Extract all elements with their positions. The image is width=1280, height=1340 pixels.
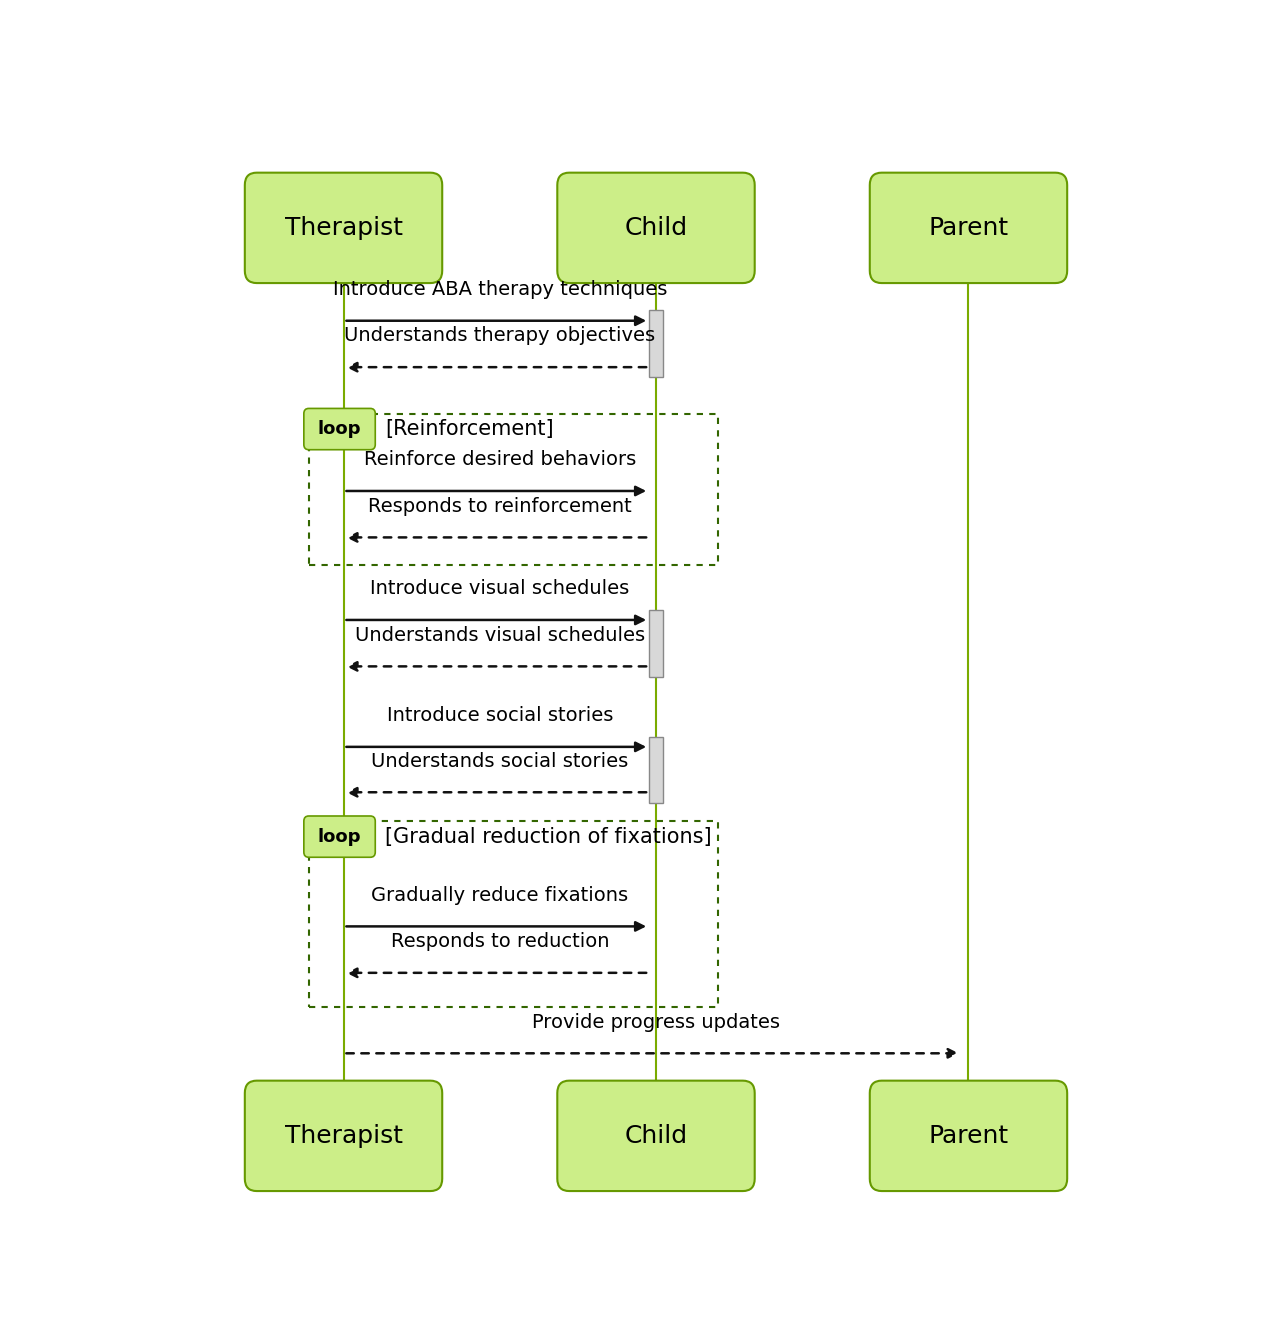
Text: Understands visual schedules: Understands visual schedules [355, 626, 645, 645]
FancyBboxPatch shape [244, 173, 442, 283]
Text: loop: loop [317, 419, 361, 438]
Text: Therapist: Therapist [284, 1124, 402, 1148]
Text: Understands social stories: Understands social stories [371, 752, 628, 770]
Text: Introduce ABA therapy techniques: Introduce ABA therapy techniques [333, 280, 667, 299]
Text: Introduce social stories: Introduce social stories [387, 706, 613, 725]
FancyBboxPatch shape [557, 1080, 755, 1191]
FancyBboxPatch shape [303, 816, 375, 858]
Text: Introduce visual schedules: Introduce visual schedules [370, 579, 630, 598]
Text: Parent: Parent [928, 216, 1009, 240]
Text: Provide progress updates: Provide progress updates [532, 1013, 780, 1032]
Text: [Reinforcement]: [Reinforcement] [385, 419, 554, 440]
Bar [649, 737, 663, 803]
Text: Child: Child [625, 216, 687, 240]
Text: Responds to reinforcement: Responds to reinforcement [367, 497, 631, 516]
Text: Child: Child [625, 1124, 687, 1148]
Bar [308, 821, 718, 1006]
Bar [308, 414, 718, 565]
Text: Gradually reduce fixations: Gradually reduce fixations [371, 886, 628, 904]
Text: [Gradual reduction of fixations]: [Gradual reduction of fixations] [385, 827, 712, 847]
Text: Reinforce desired behaviors: Reinforce desired behaviors [364, 450, 636, 469]
Bar [649, 311, 663, 378]
Text: Responds to reduction: Responds to reduction [390, 933, 609, 951]
FancyBboxPatch shape [870, 173, 1068, 283]
Text: Parent: Parent [928, 1124, 1009, 1148]
Bar [649, 610, 663, 677]
Text: Therapist: Therapist [284, 216, 402, 240]
FancyBboxPatch shape [244, 1080, 442, 1191]
FancyBboxPatch shape [870, 1080, 1068, 1191]
Text: Understands therapy objectives: Understands therapy objectives [344, 327, 655, 346]
FancyBboxPatch shape [303, 409, 375, 450]
FancyBboxPatch shape [557, 173, 755, 283]
Text: loop: loop [317, 828, 361, 846]
